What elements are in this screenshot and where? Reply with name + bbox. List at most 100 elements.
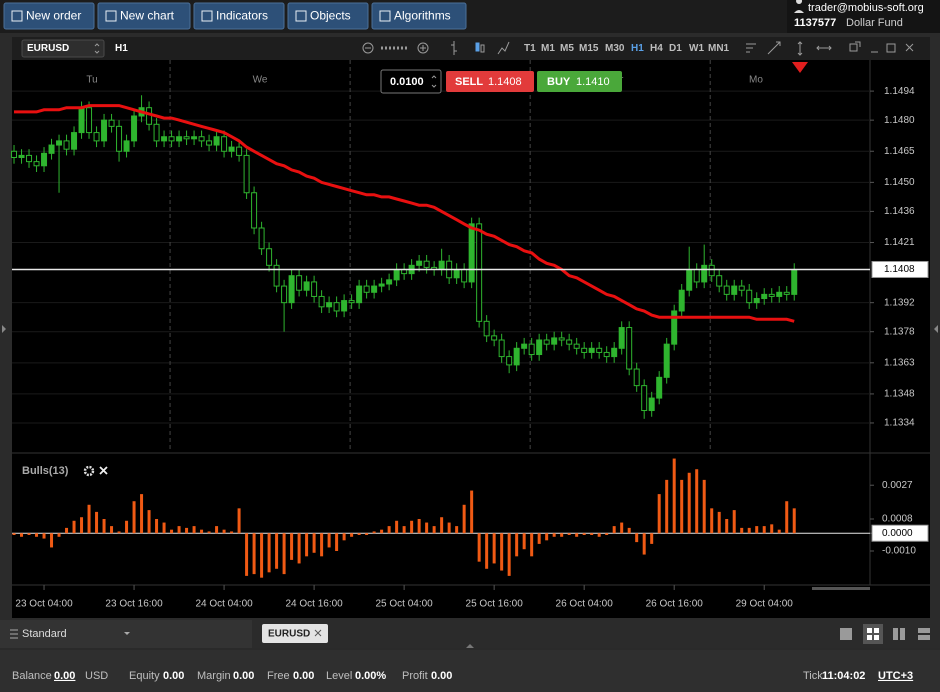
candle-body <box>438 260 445 270</box>
indicator-bar <box>440 517 444 534</box>
indicator-bar <box>762 526 766 534</box>
toolbar-button[interactable] <box>97 2 191 30</box>
day-label: We <box>253 75 268 86</box>
indicator-bar <box>560 533 564 537</box>
tab-close[interactable] <box>314 629 322 637</box>
timeframe-button[interactable]: M1 <box>541 43 555 54</box>
indicator-bar <box>410 520 414 534</box>
candle-body <box>566 339 573 345</box>
indicator-bar <box>620 522 624 534</box>
chart-tab[interactable] <box>262 624 328 643</box>
zero-box <box>871 524 929 542</box>
timeframe-button[interactable]: M15 <box>579 43 599 54</box>
indicator-bar <box>327 533 331 548</box>
indicator-bar <box>425 522 429 534</box>
indicator-bar <box>282 533 286 575</box>
toolbar-button[interactable] <box>3 2 95 30</box>
lot-value: 0.0100 <box>390 76 424 88</box>
y-tick-label: 1.1480 <box>884 115 915 126</box>
lot-input[interactable] <box>380 69 442 94</box>
indicator-bar <box>522 533 526 550</box>
timeframe-button[interactable]: W1 <box>689 43 704 54</box>
drawing-tools[interactable] <box>746 41 832 56</box>
candle-body <box>386 279 393 285</box>
indicator-bar <box>342 533 346 541</box>
candle-body <box>648 397 655 412</box>
timeframe-button[interactable]: H4 <box>650 43 663 54</box>
status-bar <box>0 650 940 692</box>
indicator-bar <box>252 533 256 575</box>
x-tick-label: 29 Oct 04:00 <box>736 599 794 610</box>
candle-body <box>461 268 468 283</box>
indicator-bar <box>515 533 519 557</box>
toolbar-button[interactable] <box>371 2 467 30</box>
panel-toggle[interactable] <box>466 644 474 648</box>
indicator-bar <box>140 494 144 534</box>
candle-body <box>768 293 775 297</box>
account-number: 1137577 <box>794 17 836 29</box>
time-marker <box>792 62 808 73</box>
timezone[interactable]: UTC+3 <box>878 670 913 682</box>
indicator-bar <box>35 533 39 537</box>
candle-body <box>731 285 738 295</box>
buy-button[interactable] <box>537 71 622 92</box>
indicator-bar <box>102 519 106 534</box>
timeframe-button[interactable]: M30 <box>605 43 625 54</box>
timeframe-button[interactable]: M5 <box>560 43 574 54</box>
indicator-bar <box>320 533 324 557</box>
select-arrows <box>94 43 100 54</box>
indicator-settings[interactable] <box>83 465 95 477</box>
timeframe-button[interactable]: T1 <box>524 43 536 54</box>
buy-price: 1.1410 <box>576 76 610 88</box>
status-label: Free <box>267 670 290 682</box>
indicator-bar <box>95 511 99 534</box>
y-tick-label: 1.1436 <box>884 206 915 217</box>
indicator-bar <box>590 533 594 535</box>
account-box <box>787 0 940 33</box>
last-price-label: 1.1408 <box>884 264 915 275</box>
symbol-select[interactable] <box>21 39 105 58</box>
candle-body <box>423 260 430 268</box>
x-tick-label: 24 Oct 16:00 <box>285 599 343 610</box>
right-handle[interactable] <box>934 325 938 333</box>
indicator-bar <box>455 526 459 534</box>
zoom-controls[interactable] <box>362 42 429 54</box>
lot-spinner[interactable] <box>431 75 437 88</box>
candle-body <box>296 275 303 291</box>
indicator-close[interactable] <box>99 466 108 475</box>
left-handle[interactable] <box>2 325 6 333</box>
indicator-bar <box>155 519 159 534</box>
candle-body <box>318 295 325 308</box>
timeframe-button[interactable]: MN1 <box>708 43 730 54</box>
layout-buttons[interactable] <box>840 624 930 644</box>
candle-body <box>603 351 610 358</box>
toolbar-button[interactable] <box>287 2 369 30</box>
indicator-bar <box>117 531 121 534</box>
indicator-bar <box>627 527 631 534</box>
scrollbar[interactable] <box>812 587 870 590</box>
y-tick-label: 0.0027 <box>882 480 913 491</box>
indicator-bar <box>597 533 601 537</box>
button-label: Indicators <box>216 9 268 23</box>
status-value: 0.00 <box>163 670 184 682</box>
chart-area <box>12 60 930 618</box>
chart-type-buttons[interactable] <box>451 41 510 55</box>
indicator-bar <box>335 533 339 551</box>
candle-body <box>273 264 280 287</box>
candle-body <box>663 343 670 378</box>
candle-body <box>686 268 693 291</box>
timeframe-button[interactable]: H1 <box>631 43 644 54</box>
toolbar-button[interactable] <box>193 2 285 30</box>
indicator-bar <box>507 533 511 576</box>
candle-body <box>543 339 550 345</box>
indicator-bar <box>530 533 534 557</box>
window-controls[interactable] <box>849 41 914 53</box>
candle-body <box>693 268 700 283</box>
indicator-bar <box>290 533 294 560</box>
candle-body <box>671 310 678 345</box>
sell-button[interactable] <box>446 71 534 92</box>
y-tick-label: 1.1450 <box>884 177 915 188</box>
candle-body <box>611 347 618 358</box>
indicator-bar <box>387 526 391 534</box>
timeframe-button[interactable]: D1 <box>669 43 682 54</box>
